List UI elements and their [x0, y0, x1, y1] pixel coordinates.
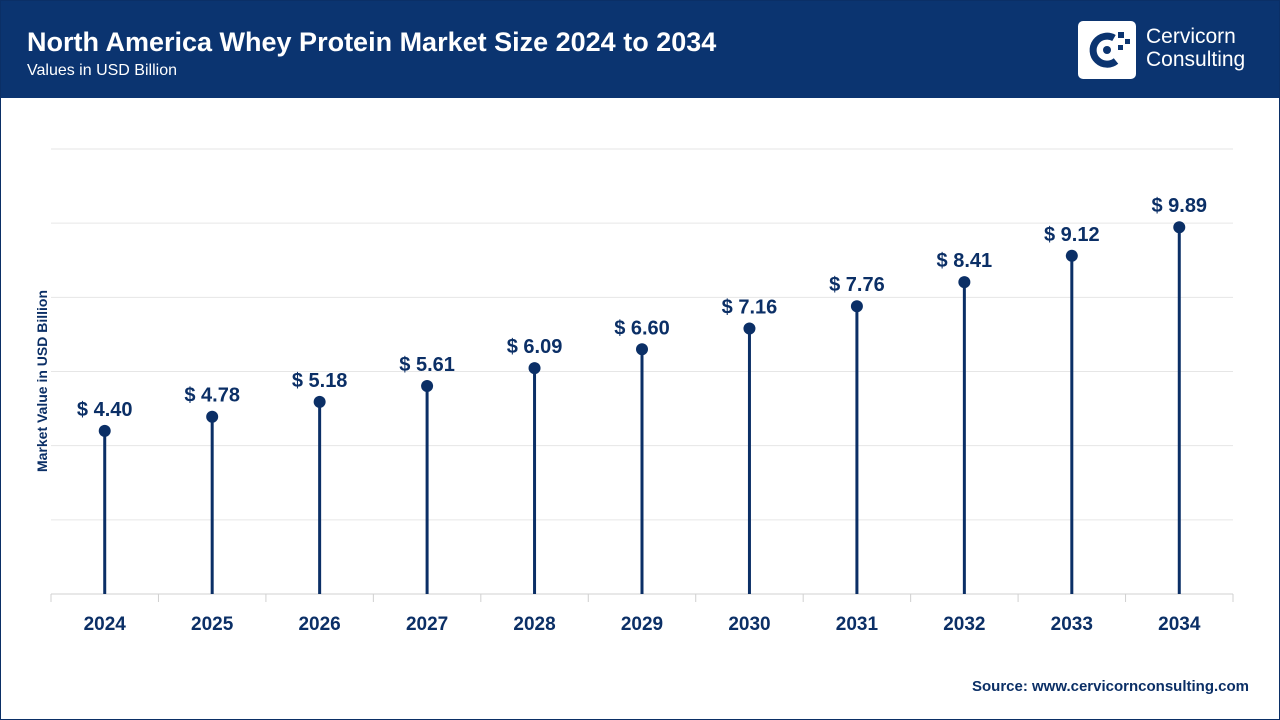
cervicorn-logo-icon — [1078, 21, 1136, 79]
data-label: $ 4.40 — [77, 399, 133, 421]
lollipop-point — [1173, 221, 1186, 234]
lollipop-point — [313, 395, 326, 408]
data-label: $ 5.61 — [399, 354, 455, 376]
x-tick-label: 2030 — [728, 614, 770, 635]
lollipop-point — [743, 322, 756, 335]
x-tick-label: 2032 — [943, 614, 985, 635]
data-label: $ 8.41 — [937, 250, 993, 272]
lollipop-point — [98, 424, 111, 437]
lollipop-point — [636, 343, 648, 356]
chart-title: North America Whey Protein Market Size 2… — [27, 27, 717, 57]
data-label: $ 4.78 — [184, 385, 240, 407]
x-tick-label: 2033 — [1051, 614, 1093, 635]
x-tick-label: 2025 — [191, 614, 234, 635]
lollipop-point — [528, 362, 541, 375]
lollipop-point — [206, 410, 219, 423]
company-logo: Cervicorn Consulting — [1078, 21, 1278, 81]
x-tick-label: 2024 — [84, 614, 127, 635]
data-label: $ 9.12 — [1044, 224, 1100, 246]
lollipop-point — [958, 276, 971, 289]
x-tick-label: 2034 — [1158, 614, 1201, 635]
data-label: $ 9.89 — [1151, 195, 1207, 217]
source-text: Source: www.cervicornconsulting.com — [971, 678, 1249, 695]
header-banner: North America Whey Protein Market Size 2… — [1, 1, 1279, 98]
data-label: $ 5.18 — [292, 370, 348, 392]
data-label: $ 6.09 — [507, 336, 563, 358]
data-label: $ 7.76 — [829, 274, 885, 296]
logo-line-2: Consulting — [1146, 48, 1246, 71]
lollipop-point — [421, 379, 434, 392]
x-tick-label: 2026 — [298, 614, 340, 635]
lollipop-point — [850, 300, 863, 313]
x-tick-label: 2031 — [836, 614, 879, 635]
logo-text: Cervicorn Consulting — [1146, 25, 1245, 71]
chart-subtitle: Values in USD Billion — [27, 62, 177, 79]
data-label: $ 7.16 — [722, 296, 778, 318]
x-tick-label: 2027 — [406, 614, 448, 635]
lollipop-point — [1065, 249, 1078, 262]
logo-line-1: Cervicorn — [1146, 25, 1236, 48]
x-tick-label: 2029 — [621, 614, 663, 635]
data-label: $ 6.60 — [614, 317, 670, 339]
x-tick-label: 2028 — [513, 614, 555, 635]
